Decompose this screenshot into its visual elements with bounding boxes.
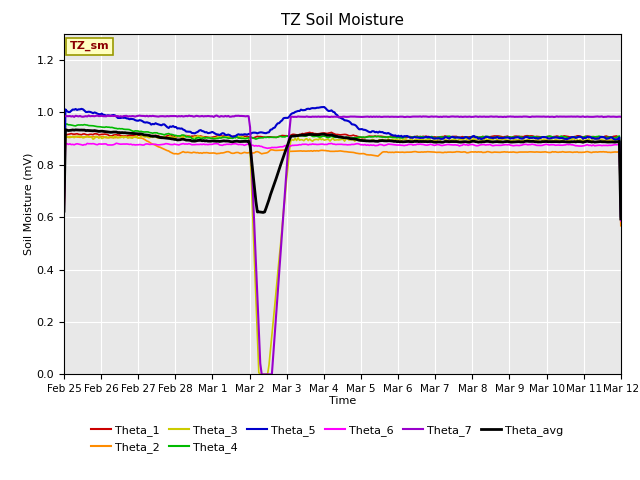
Theta_2 [348,149,356,155]
Theta_1 [348,133,356,139]
Theta_1 [60,212,68,217]
Theta_6 [60,217,68,223]
Theta_4 [63,121,71,127]
Theta_5 [79,107,87,112]
Theta_avg [458,139,466,145]
Theta_2 [60,213,68,219]
Line: Theta_1: Theta_1 [64,132,621,216]
Theta_7 [349,114,357,120]
Theta_5 [617,214,625,219]
Theta_2 [458,149,466,155]
Theta_1 [97,132,104,137]
Theta_1 [617,214,625,219]
Theta_2 [81,134,88,140]
Theta_avg [614,139,621,144]
Theta_7 [97,113,104,119]
Theta_4 [614,134,621,140]
Line: Theta_4: Theta_4 [64,124,621,216]
Line: Theta_3: Theta_3 [64,135,621,374]
Theta_6 [617,218,625,224]
Theta_5 [458,135,466,141]
Theta_6 [541,142,549,147]
Theta_3 [60,135,68,141]
Theta_1 [328,130,335,135]
Theta_6 [458,143,466,148]
Theta_5 [60,195,68,201]
Line: Theta_avg: Theta_avg [64,130,621,219]
Theta_4 [348,135,356,141]
Theta_7 [616,114,623,120]
Theta_avg [81,127,88,133]
X-axis label: Time: Time [329,396,356,406]
Theta_7 [543,114,550,120]
Theta_3 [79,135,87,141]
Theta_6 [614,142,621,147]
Theta_1 [541,134,549,140]
Line: Theta_2: Theta_2 [64,136,621,226]
Theta_7 [213,113,221,119]
Theta_avg [617,216,625,222]
Theta_1 [79,131,87,137]
Theta_5 [614,136,621,142]
Theta_2 [98,133,106,139]
Theta_2 [69,133,77,139]
Theta_3 [617,137,625,143]
Line: Theta_7: Theta_7 [64,116,621,374]
Theta_2 [617,223,625,228]
Theta_3 [616,136,623,142]
Theta_3 [139,132,147,138]
Theta_3 [349,137,357,143]
Theta_5 [321,104,328,110]
Theta_avg [98,128,106,134]
Theta_4 [98,124,106,130]
Theta_avg [541,139,549,144]
Theta_6 [79,142,87,148]
Theta_3 [460,136,468,142]
Theta_7 [617,114,625,120]
Theta_7 [60,113,68,119]
Line: Theta_5: Theta_5 [64,107,621,216]
Theta_avg [61,127,69,132]
Legend: Theta_1, Theta_2, Theta_3, Theta_4, Theta_5, Theta_6, Theta_7, Theta_avg: Theta_1, Theta_2, Theta_3, Theta_4, Thet… [86,421,568,457]
Theta_4 [617,213,625,218]
Title: TZ Soil Moisture: TZ Soil Moisture [281,13,404,28]
Theta_5 [541,134,549,140]
Text: TZ_sm: TZ_sm [70,41,109,51]
Theta_4 [458,135,466,141]
Theta_6 [113,140,120,146]
Theta_5 [97,111,104,117]
Theta_2 [541,149,549,155]
Theta_2 [614,149,621,155]
Theta_3 [257,372,264,377]
Theta_3 [97,134,104,140]
Line: Theta_6: Theta_6 [64,143,621,221]
Theta_7 [460,114,468,120]
Theta_7 [79,114,87,120]
Theta_avg [348,136,356,142]
Theta_7 [258,372,266,377]
Theta_1 [458,134,466,140]
Theta_1 [614,134,621,140]
Y-axis label: Soil Moisture (mV): Soil Moisture (mV) [24,153,34,255]
Theta_3 [543,137,550,143]
Theta_4 [541,134,549,140]
Theta_4 [60,204,68,210]
Theta_6 [97,141,104,147]
Theta_avg [60,208,68,214]
Theta_6 [348,142,356,147]
Theta_5 [348,121,356,127]
Theta_4 [81,122,88,128]
